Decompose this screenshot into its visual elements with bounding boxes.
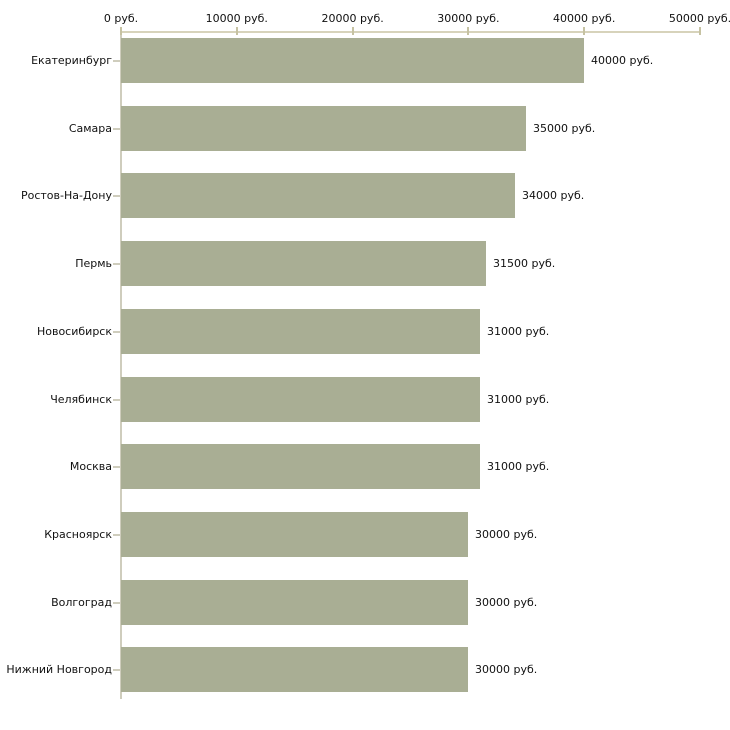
- category-label: Самара: [68, 122, 112, 135]
- category-label: Волгоград: [51, 596, 112, 609]
- x-axis-tick: [120, 27, 122, 35]
- x-axis-tick-label: 0 руб.: [103, 12, 139, 25]
- value-label: 30000 руб.: [475, 528, 538, 541]
- bar-Новосибирск: [121, 309, 480, 354]
- category-tick: [113, 263, 120, 265]
- category-tick: [113, 602, 120, 604]
- bar-Ростов-На-Дону: [121, 173, 515, 218]
- x-axis-tick-label: 50000 руб.: [668, 12, 730, 25]
- value-label: 34000 руб.: [522, 189, 585, 202]
- category-tick: [113, 331, 120, 333]
- category-tick: [113, 669, 120, 671]
- value-label: 35000 руб.: [533, 122, 596, 135]
- category-tick: [113, 60, 120, 62]
- bar-Самара: [121, 106, 526, 151]
- x-axis-tick: [235, 27, 238, 35]
- x-axis-line: [121, 31, 700, 33]
- category-label: Нижний Новгород: [6, 663, 112, 676]
- value-label: 31000 руб.: [487, 393, 550, 406]
- bar-Екатеринбург: [121, 38, 584, 83]
- bar-Челябинск: [121, 377, 480, 422]
- category-label: Москва: [69, 460, 112, 473]
- value-label: 31000 руб.: [487, 325, 550, 338]
- x-axis-tick: [699, 27, 701, 35]
- x-axis-tick-label: 10000 руб.: [205, 12, 268, 25]
- category-label: Ростов-На-Дону: [20, 189, 112, 202]
- category-tick: [113, 466, 120, 468]
- x-axis-tick: [351, 27, 354, 35]
- category-tick: [113, 399, 120, 401]
- x-axis-tick: [467, 27, 470, 35]
- category-tick: [113, 534, 120, 536]
- x-axis-tick-label: 30000 руб.: [437, 12, 500, 25]
- bar-Пермь: [121, 241, 486, 286]
- bar-Красноярск: [121, 512, 468, 557]
- value-label: 30000 руб.: [475, 663, 538, 676]
- bar-Волгоград: [121, 580, 468, 625]
- category-tick: [113, 195, 120, 197]
- value-label: 30000 руб.: [475, 596, 538, 609]
- category-tick: [113, 128, 120, 130]
- y-axis-line: [120, 31, 122, 699]
- value-label: 40000 руб.: [591, 54, 654, 67]
- bar-Нижний Новгород: [121, 647, 468, 692]
- category-label: Красноярск: [44, 528, 112, 541]
- category-label: Новосибирск: [36, 325, 112, 338]
- category-label: Екатеринбург: [31, 54, 112, 67]
- bar-Москва: [121, 444, 480, 489]
- x-axis-tick: [583, 27, 586, 35]
- category-label: Челябинск: [50, 393, 112, 406]
- value-label: 31000 руб.: [487, 460, 550, 473]
- category-label: Пермь: [75, 257, 112, 270]
- value-label: 31500 руб.: [493, 257, 556, 270]
- x-axis-tick-label: 20000 руб.: [321, 12, 384, 25]
- x-axis-tick-label: 40000 руб.: [553, 12, 616, 25]
